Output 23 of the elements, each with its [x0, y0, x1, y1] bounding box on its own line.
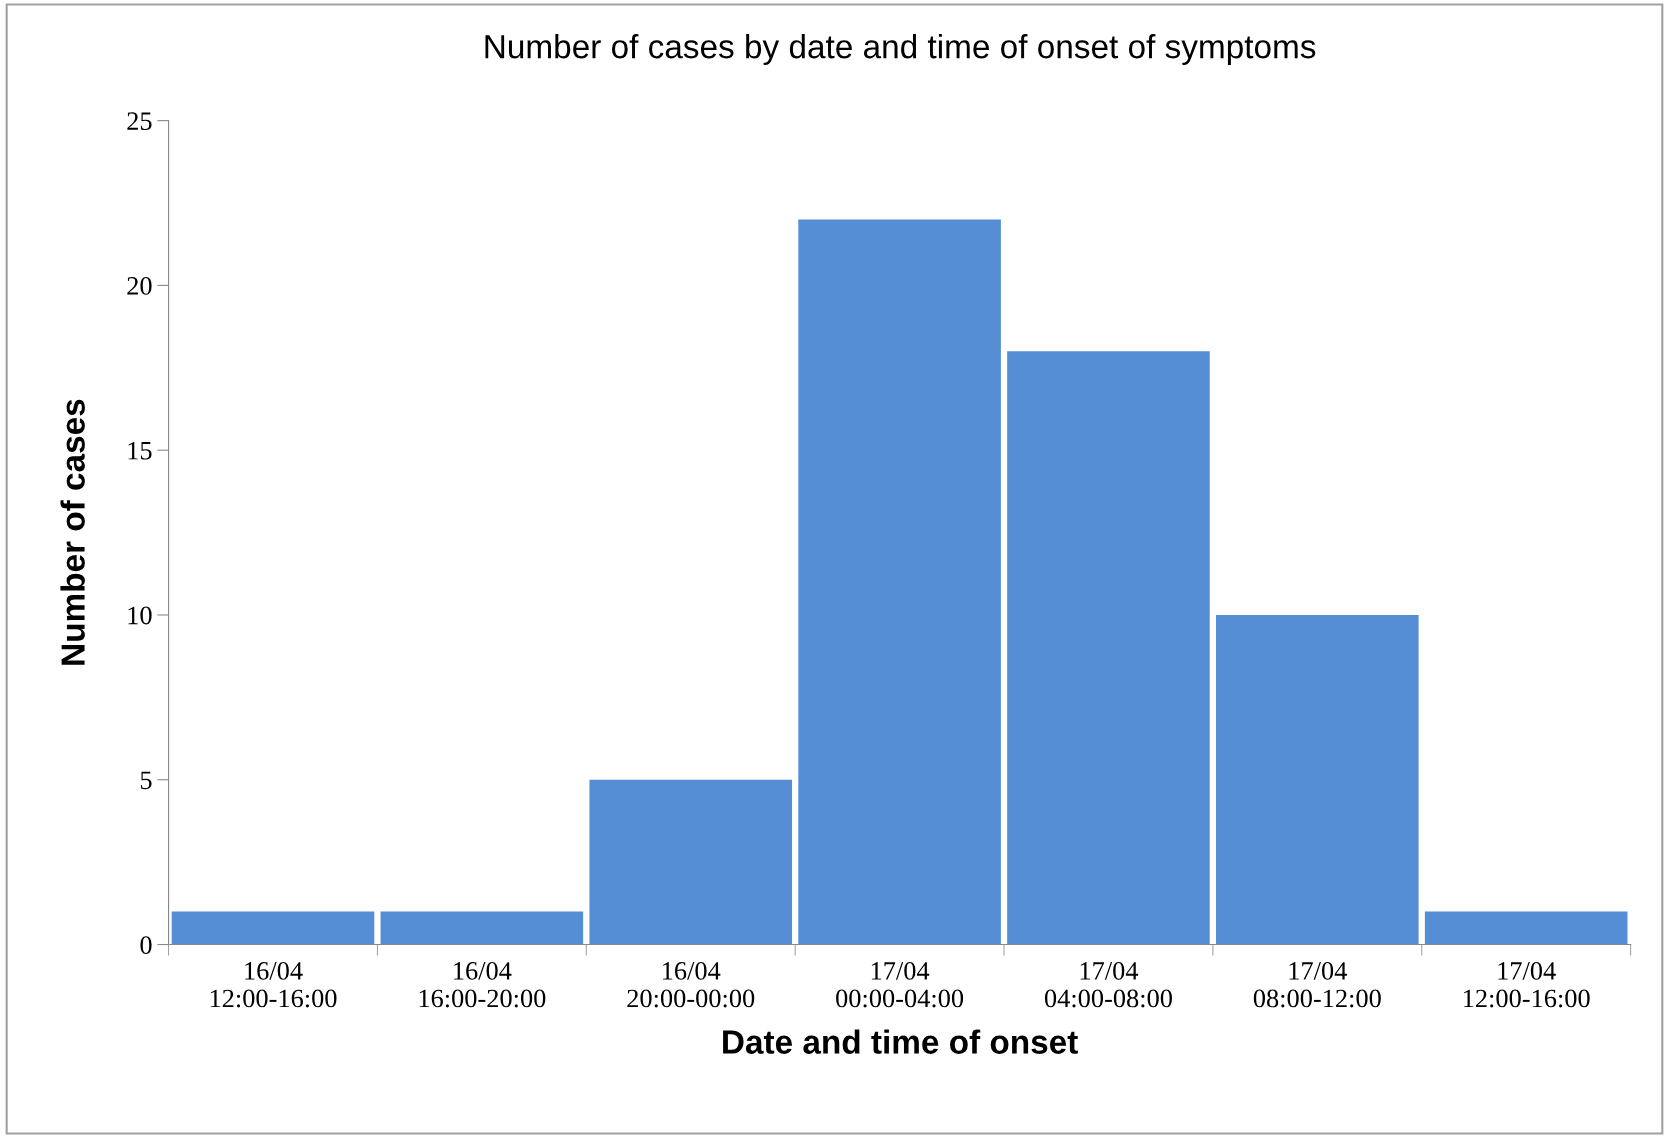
- bar: [1424, 911, 1628, 945]
- y-axis-title: Number of cases: [60, 399, 85, 665]
- y-tick-label: 15: [128, 441, 152, 460]
- x-tick-label: 16/04 16:00-20:00: [419, 961, 546, 1008]
- y-tick-label: 0: [140, 936, 152, 954]
- x-tick-label: 17/04 00:00-04:00: [836, 961, 964, 1008]
- bar: [171, 911, 375, 945]
- y-tick-label: 20: [127, 277, 152, 295]
- bar: [589, 779, 793, 945]
- x-tick-label: 16/04 12:00-16:00: [210, 961, 337, 1008]
- x-tick-label: 17/04 08:00-12:00: [1253, 961, 1381, 1008]
- y-tick-label: 10: [128, 606, 152, 625]
- bar: [380, 911, 584, 945]
- x-tick-label: 16/04 20:00-00:00: [627, 961, 755, 1008]
- y-tick-label: 25: [127, 112, 152, 131]
- chart-title: Number of cases by date and time of onset of symptoms: [485, 33, 1316, 66]
- x-axis-title: Date and time of onset: [723, 1029, 1078, 1054]
- y-tick-label: 5: [140, 771, 152, 790]
- x-tick-label: 17/04 12:00-16:00: [1464, 961, 1590, 1008]
- x-tick-label: 17/04 04:00-08:00: [1044, 961, 1172, 1008]
- bar: [798, 219, 1001, 945]
- bar: [1216, 614, 1419, 945]
- bar: [1007, 351, 1210, 945]
